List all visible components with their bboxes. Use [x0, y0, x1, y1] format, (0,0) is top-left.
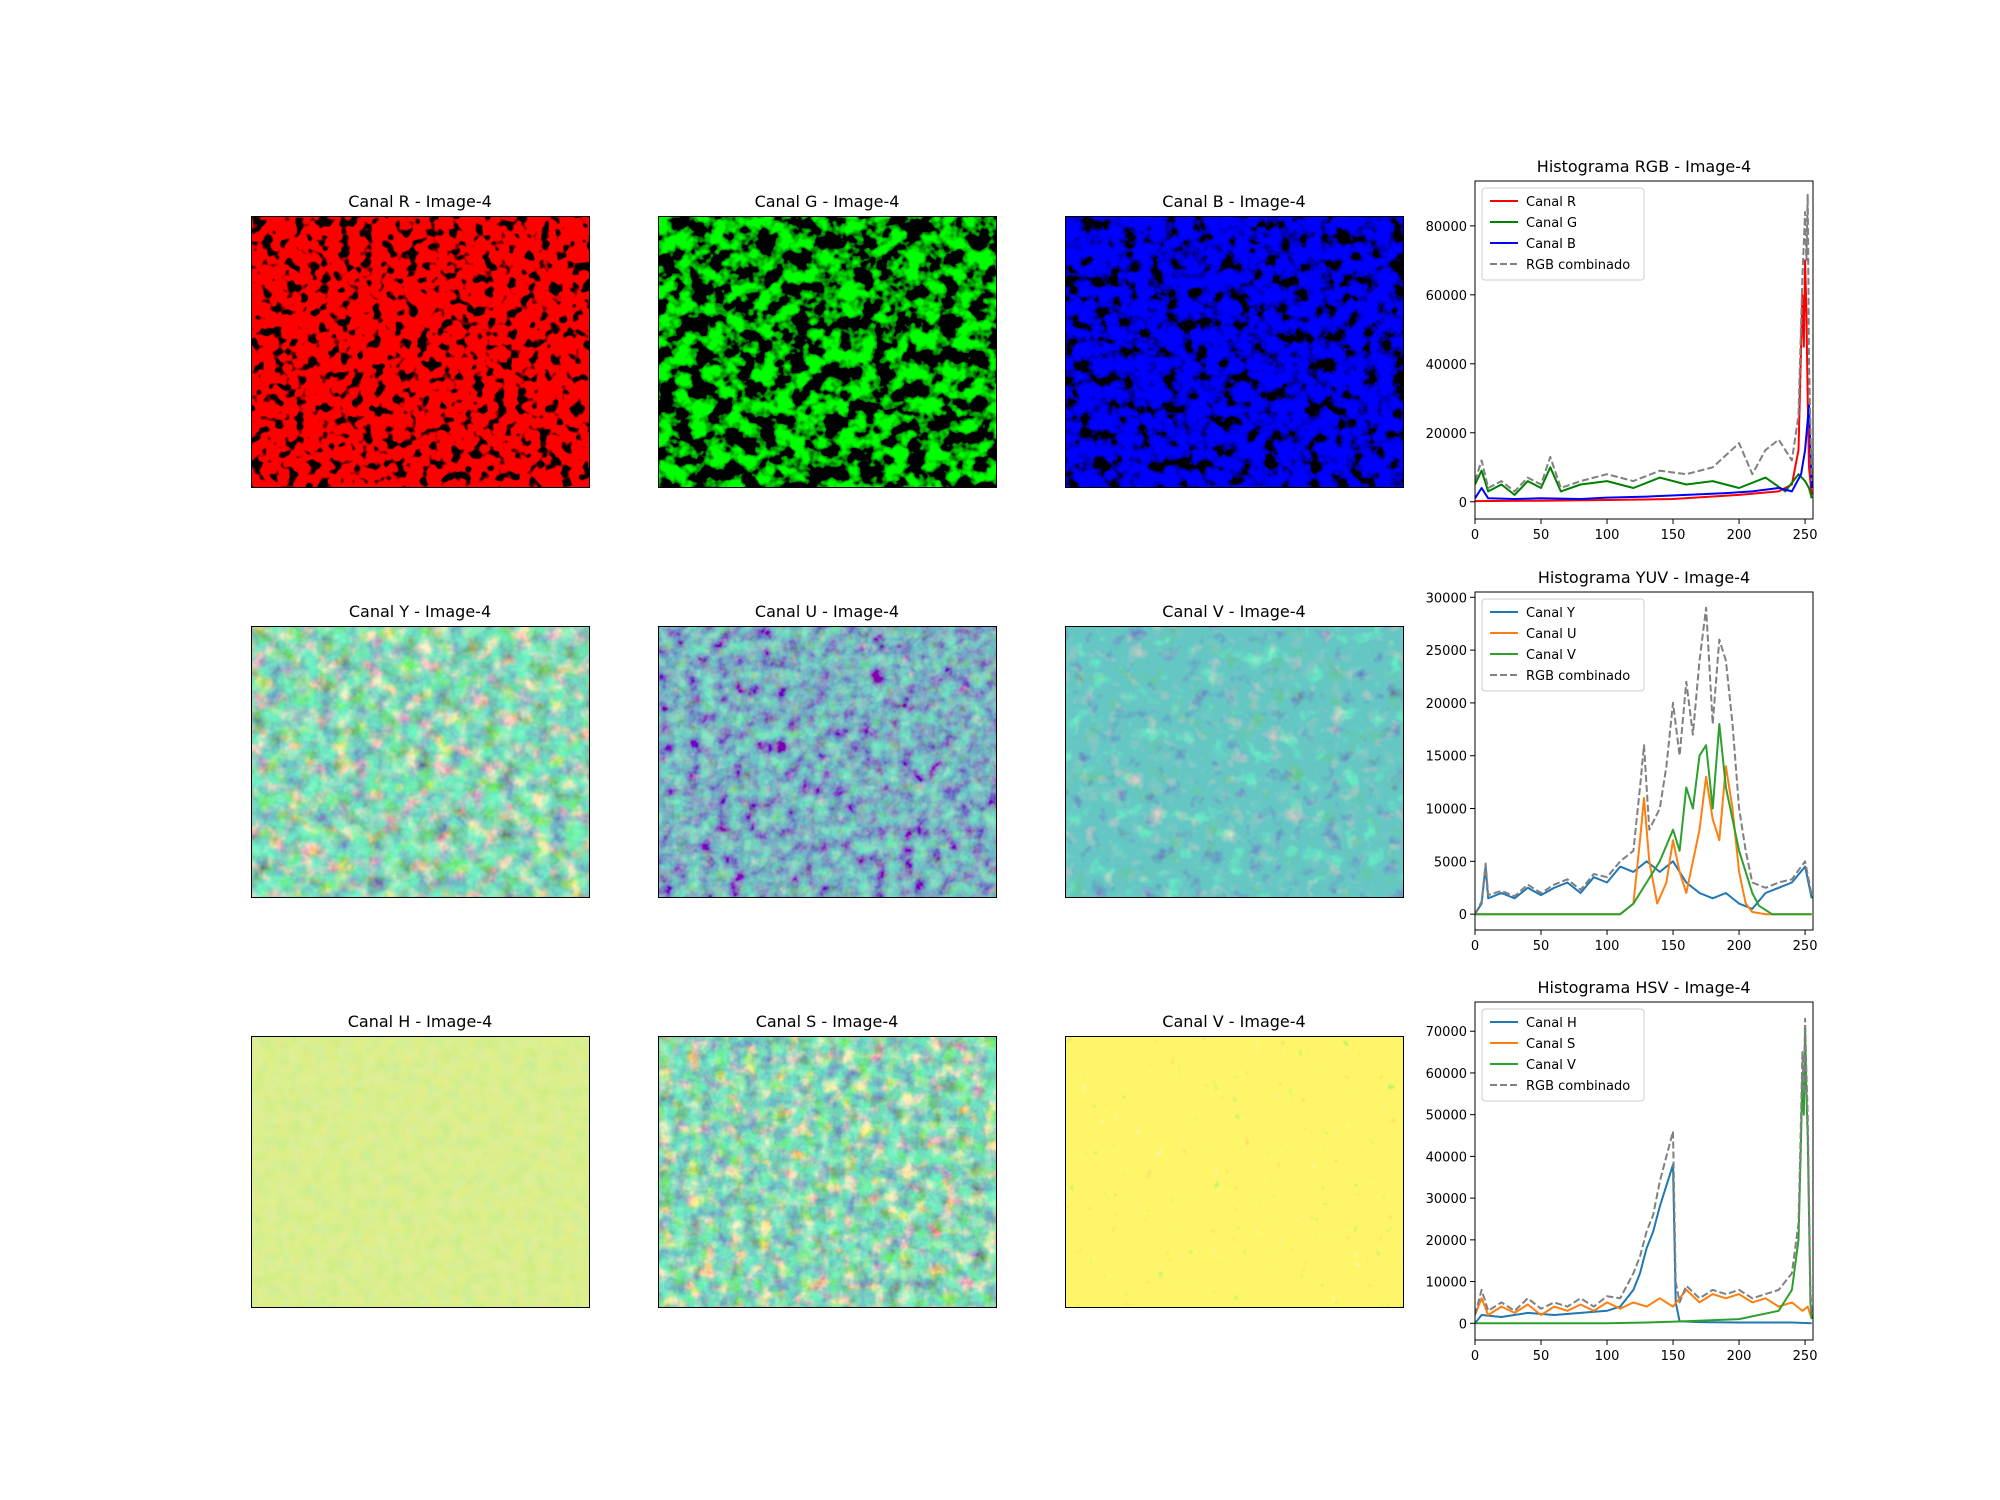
chart-title: Histograma HSV - Image-4: [1537, 978, 1750, 997]
panel-title-v-yuv: Canal V - Image-4: [1162, 602, 1306, 621]
panel-title-b: Canal B - Image-4: [1162, 192, 1306, 211]
y-tick-label: 20000: [1426, 427, 1467, 442]
legend-box: [1481, 1008, 1645, 1102]
x-tick-label: 250: [1793, 1349, 1818, 1364]
legend-box: [1481, 187, 1645, 281]
x-tick-label: 150: [1661, 528, 1686, 543]
y-tick-label: 0: [1459, 1317, 1467, 1332]
y-tick-label: 15000: [1426, 750, 1467, 765]
image-canal-b: [1065, 216, 1404, 488]
axes-frame: [1474, 591, 1814, 931]
series-line: [1475, 606, 1813, 915]
panel-title-u: Canal U - Image-4: [754, 602, 900, 621]
x-tick-label: 100: [1595, 1349, 1620, 1364]
legend-label: Canal V: [1526, 1058, 1576, 1073]
x-tick-label: 100: [1595, 939, 1620, 954]
panel-title-s: Canal S - Image-4: [755, 1012, 899, 1031]
x-tick-label: 200: [1727, 528, 1752, 543]
series-line: [1475, 1017, 1813, 1316]
y-tick-label: 20000: [1426, 697, 1467, 712]
series-line: [1475, 193, 1813, 493]
x-tick-label: 100: [1595, 528, 1620, 543]
image-canal-v-yuv: [1065, 626, 1404, 898]
y-tick-label: 40000: [1426, 358, 1467, 373]
series-line: [1475, 765, 1812, 916]
image-canal-r: [251, 216, 590, 488]
image-canal-g: [658, 216, 997, 488]
y-tick-label: 0: [1459, 908, 1467, 923]
image-canal-h: [251, 1036, 590, 1308]
series-line: [1475, 404, 1813, 500]
legend-label: Canal R: [1526, 195, 1576, 210]
chart-title: Histograma RGB - Image-4: [1537, 157, 1751, 176]
x-tick-label: 250: [1793, 939, 1818, 954]
series-line: [1475, 1288, 1813, 1320]
legend-label: Canal G: [1526, 216, 1577, 231]
chart-title: Histograma YUV - Image-4: [1538, 568, 1750, 587]
y-tick-label: 30000: [1426, 591, 1467, 606]
y-tick-label: 70000: [1426, 1025, 1467, 1040]
image-canal-y: [251, 626, 590, 898]
y-tick-label: 10000: [1426, 803, 1467, 818]
axes-frame: [1474, 180, 1814, 520]
legend-label: RGB combinado: [1526, 258, 1630, 273]
y-tick-label: 30000: [1426, 1192, 1467, 1207]
y-tick-label: 50000: [1426, 1109, 1467, 1124]
legend-box: [1481, 598, 1645, 692]
legend-label: Canal U: [1526, 627, 1577, 642]
y-tick-label: 5000: [1434, 855, 1467, 870]
image-canal-s: [658, 1036, 997, 1308]
x-tick-label: 50: [1533, 939, 1550, 954]
legend-label: Canal B: [1526, 237, 1576, 252]
y-tick-label: 20000: [1426, 1234, 1467, 1249]
x-tick-label: 0: [1471, 528, 1479, 543]
series-line: [1475, 259, 1813, 503]
x-tick-label: 150: [1661, 1349, 1686, 1364]
x-tick-label: 200: [1727, 1349, 1752, 1364]
legend-label: RGB combinado: [1526, 669, 1630, 684]
x-tick-label: 250: [1793, 528, 1818, 543]
legend-label: Canal V: [1526, 648, 1576, 663]
x-tick-label: 50: [1533, 528, 1550, 543]
y-tick-label: 60000: [1426, 289, 1467, 304]
panel-title-g: Canal G - Image-4: [754, 192, 900, 211]
panel-title-y: Canal Y - Image-4: [348, 602, 492, 621]
image-canal-v-hsv: [1065, 1036, 1404, 1308]
x-tick-label: 150: [1661, 939, 1686, 954]
y-tick-label: 80000: [1426, 220, 1467, 235]
y-tick-label: 60000: [1426, 1067, 1467, 1082]
y-tick-label: 40000: [1426, 1150, 1467, 1165]
panel-title-h: Canal H - Image-4: [347, 1012, 493, 1031]
legend-label: Canal H: [1526, 1016, 1577, 1031]
series-line: [1475, 466, 1813, 499]
legend-label: Canal Y: [1526, 606, 1575, 621]
panel-title-v-hsv: Canal V - Image-4: [1162, 1012, 1306, 1031]
x-tick-label: 0: [1471, 1349, 1479, 1364]
x-tick-label: 200: [1727, 939, 1752, 954]
legend-label: RGB combinado: [1526, 1079, 1630, 1094]
axes-frame: [1474, 1001, 1814, 1341]
y-tick-label: 25000: [1426, 644, 1467, 659]
x-tick-label: 50: [1533, 1349, 1550, 1364]
x-tick-label: 0: [1471, 939, 1479, 954]
panel-title-r: Canal R - Image-4: [348, 192, 492, 211]
y-tick-label: 10000: [1426, 1276, 1467, 1291]
series-line: [1475, 723, 1812, 916]
image-canal-u: [658, 626, 997, 898]
legend-label: Canal S: [1526, 1037, 1575, 1052]
y-tick-label: 0: [1459, 496, 1467, 511]
